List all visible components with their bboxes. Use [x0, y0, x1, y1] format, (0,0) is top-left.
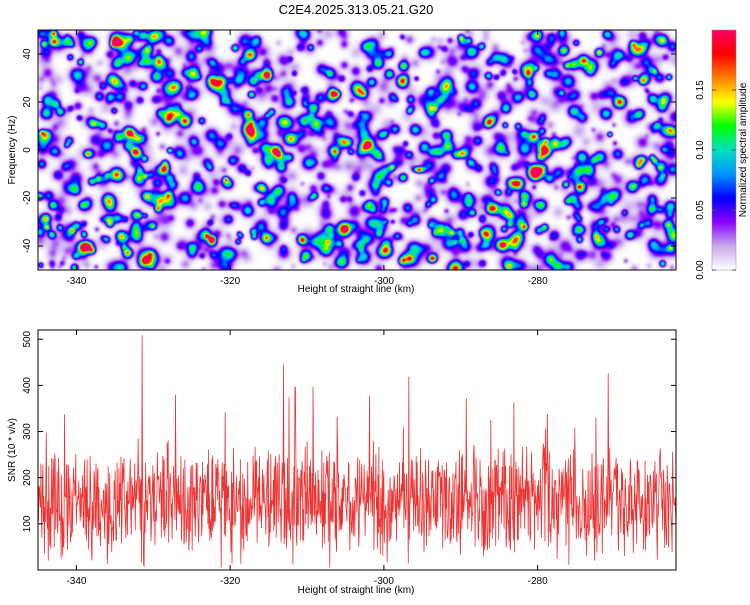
- snr-x-label: Height of straight line (km): [298, 585, 415, 596]
- colorbar-tick-label: 0.15: [695, 80, 706, 100]
- snr-y-label: SNR (10 * v/v): [7, 418, 18, 482]
- x-tick-label: -300: [374, 276, 394, 287]
- snr-x-ticks: -340 -320 -300 -280: [66, 330, 548, 587]
- x-tick-label: -280: [528, 276, 548, 287]
- snr-frame: [37, 329, 677, 571]
- colorbar-tick-label: 0.00: [695, 260, 706, 280]
- y-tick-label: 200: [22, 469, 33, 486]
- spectrogram-x-ticks: -340 -320 -300 -280: [66, 30, 548, 287]
- y-tick-label: 20: [22, 96, 33, 108]
- x-tick-label: -340: [66, 576, 86, 587]
- spectrogram-x-label: Height of straight line (km): [298, 284, 415, 295]
- y-tick-label: -20: [22, 190, 33, 205]
- y-tick-label: 40: [22, 48, 33, 60]
- x-tick-label: -320: [220, 276, 240, 287]
- spectrogram-y-label: Frequency (Hz): [7, 116, 18, 185]
- colorbar-label: Normalized spectral amplitude: [738, 82, 749, 217]
- spectrogram-image: [38, 30, 676, 270]
- snr-panel: -340 -320 -300 -280 100 200 300 400 500 Height …: [7, 329, 677, 596]
- colorbar-ticks: 0.00 0.05 0.10 0.15: [695, 80, 736, 280]
- snr-series-line: [38, 335, 676, 568]
- y-tick-label: 500: [22, 330, 33, 347]
- y-tick-label: 100: [22, 515, 33, 532]
- x-tick-label: -320: [220, 576, 240, 587]
- colorbar-tick-label: 0.10: [695, 140, 706, 160]
- colorbar-tick-label: 0.05: [695, 200, 706, 220]
- y-tick-label: 400: [22, 377, 33, 394]
- snr-y-ticks: 100 200 300 400 500: [22, 330, 676, 532]
- x-tick-label: -340: [66, 276, 86, 287]
- spectrogram-y-ticks: -40 -20 0 20 40: [22, 48, 676, 253]
- figure-title: C2E4.2025.313.05.21.G20: [279, 2, 434, 17]
- y-tick-label: 0: [22, 147, 33, 153]
- x-tick-label: -300: [374, 576, 394, 587]
- y-tick-label: -40: [22, 238, 33, 253]
- x-tick-label: -280: [528, 576, 548, 587]
- spectrogram-panel: -340 -320 -300 -280 -40 -20 0 20 40 Height of s…: [7, 29, 677, 295]
- y-tick-label: 300: [22, 423, 33, 440]
- colorbar: 0.00 0.05 0.10 0.15 Normalized spectral amp…: [695, 29, 749, 280]
